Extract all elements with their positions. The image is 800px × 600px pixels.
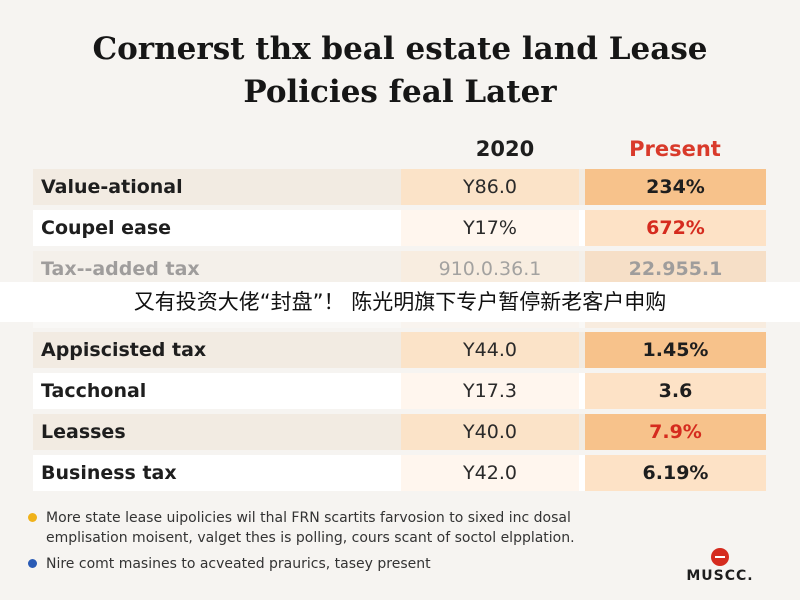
table-row: Business tax Y42.0 6.19% bbox=[33, 455, 766, 491]
row-label: Leasses bbox=[41, 421, 126, 443]
footnote: Nire comt masines to acveated praurics, … bbox=[28, 554, 628, 574]
value-present: 7.9% bbox=[585, 414, 766, 450]
value-present: 3.6 bbox=[585, 373, 766, 409]
row-label: Business tax bbox=[41, 462, 177, 484]
table-row: Tacchonal Y17.3 3.6 bbox=[33, 373, 766, 409]
value-2020: Y86.0 bbox=[401, 169, 579, 205]
title-line-1: Cornerst thx beal estate land Lease bbox=[92, 31, 708, 67]
logo-icon bbox=[711, 548, 729, 566]
blue-bullet-icon bbox=[28, 559, 37, 568]
footnote-text: More state lease uipolicies wil thal FRN… bbox=[46, 510, 575, 546]
value-present: 1.45% bbox=[585, 332, 766, 368]
value-2020: Y44.0 bbox=[401, 332, 579, 368]
table-row: Appiscisted tax Y44.0 1.45% bbox=[33, 332, 766, 368]
value-2020: Y17% bbox=[401, 210, 579, 246]
value-present: 6.19% bbox=[585, 455, 766, 491]
footnotes: More state lease uipolicies wil thal FRN… bbox=[28, 508, 628, 574]
column-header-present: Present bbox=[629, 137, 721, 161]
value-2020: Y17.3 bbox=[401, 373, 579, 409]
value-2020: 910.0.36.1 bbox=[401, 251, 579, 287]
row-label: Tacchonal bbox=[41, 380, 147, 402]
value-present: 22.955.1 bbox=[585, 251, 766, 287]
overlay-caption: 又有投资大佬“封盘”！ 陈光明旗下专户暂停新老客户申购 bbox=[0, 282, 800, 322]
footnote-text: Nire comt masines to acveated praurics, … bbox=[46, 556, 431, 572]
row-label: Value-ational bbox=[41, 176, 183, 198]
value-2020: Y40.0 bbox=[401, 414, 579, 450]
row-label: Coupel ease bbox=[41, 217, 172, 239]
page-title: Cornerst thx beal estate land Lease Poli… bbox=[0, 28, 800, 114]
logo-text: MUSCC. bbox=[686, 568, 754, 584]
value-present: 234% bbox=[585, 169, 766, 205]
value-2020: Y42.0 bbox=[401, 455, 579, 491]
table-row: Leasses Y40.0 7.9% bbox=[33, 414, 766, 450]
footnote: More state lease uipolicies wil thal FRN… bbox=[28, 508, 628, 548]
logo: MUSCC. bbox=[670, 548, 770, 584]
value-present: 672% bbox=[585, 210, 766, 246]
title-line-2: Policies feal Later bbox=[243, 74, 557, 110]
row-label: Tax--added tax bbox=[41, 258, 200, 280]
yellow-bullet-icon bbox=[28, 513, 37, 522]
table-row: Coupel ease Y17% 672% bbox=[33, 210, 766, 246]
column-header-2020: 2020 bbox=[475, 137, 535, 161]
table-row: Tax--added tax 910.0.36.1 22.955.1 bbox=[33, 251, 766, 287]
row-label: Appiscisted tax bbox=[41, 339, 207, 361]
table-row: Value-ational Y86.0 234% bbox=[33, 169, 766, 205]
